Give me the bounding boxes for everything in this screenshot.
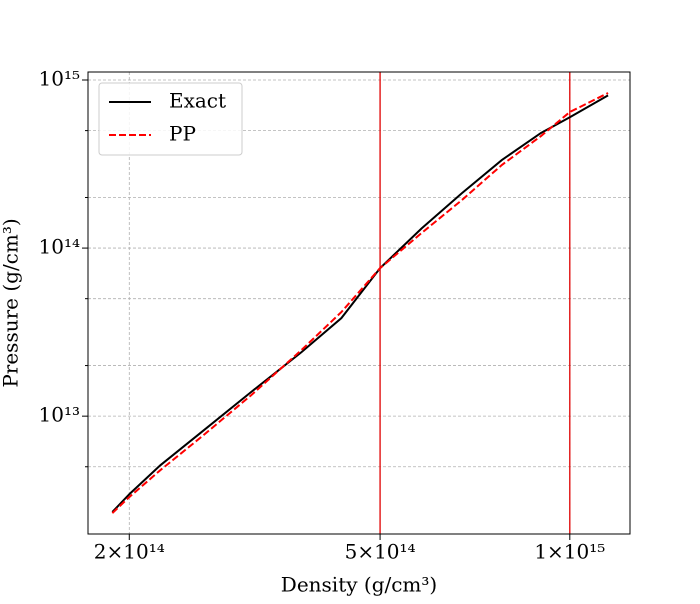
y-tick-label: 10¹³ (39, 403, 80, 427)
y-tick-label: 10¹⁴ (39, 235, 80, 259)
x-tick-label: 1×10¹⁵ (534, 540, 605, 564)
legend-label: Exact (169, 89, 226, 113)
plot-frame (87, 71, 631, 535)
legend-label: PP (169, 122, 196, 146)
x-tick-label: 5×10¹⁴ (345, 540, 416, 564)
x-axis-label: Density (g/cm³) (281, 573, 437, 597)
line (111, 94, 609, 513)
y-axis-label: Pressure (g/cm³) (0, 218, 23, 387)
y-tick-label: 10¹⁵ (39, 67, 80, 91)
x-tick-label: 2×10¹⁴ (94, 540, 165, 564)
line (111, 92, 609, 514)
